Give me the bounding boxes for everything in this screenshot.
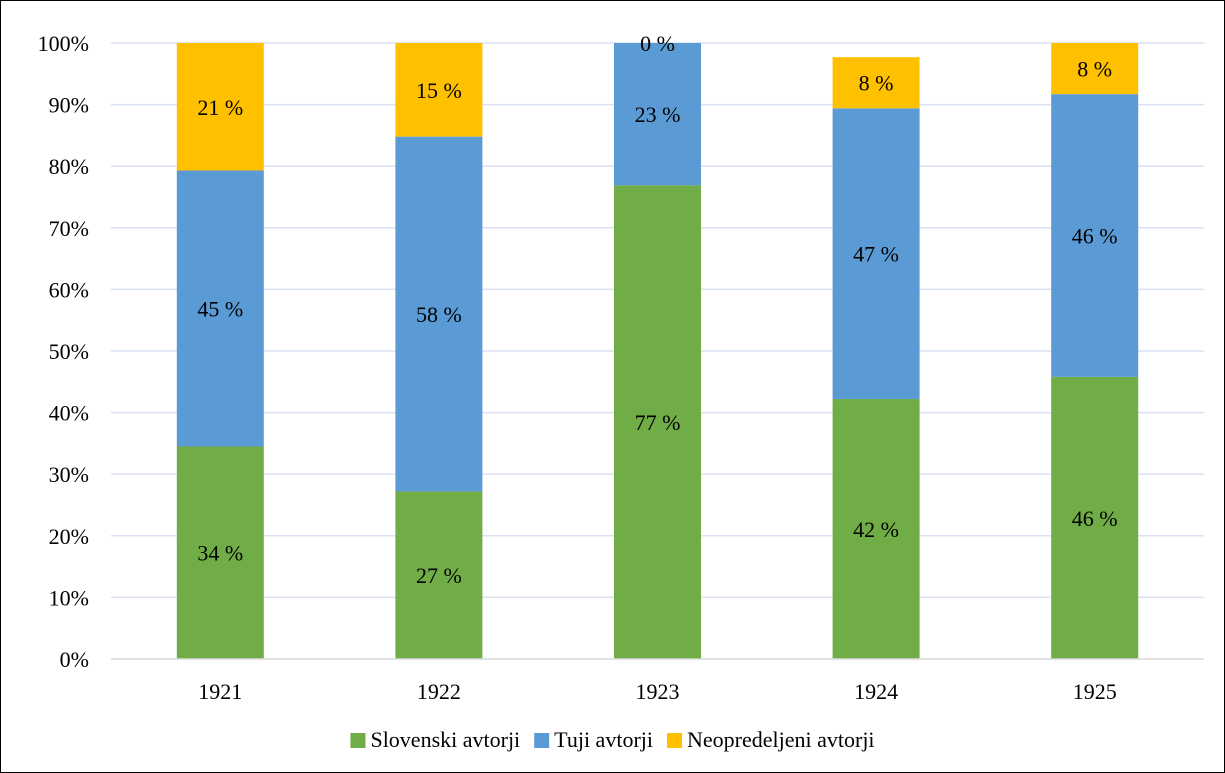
data-label-slovenski-avtorji-1922: 27 %: [416, 563, 462, 588]
x-axis: 1921 1922 1923 1924 1925: [111, 658, 1204, 704]
data-label-slovenski-avtorji-1921: 34 %: [197, 541, 243, 566]
x-tick-label-1925: 1925: [1073, 679, 1117, 704]
y-tick-label-70: 70%: [49, 216, 89, 241]
y-tick-label-60: 60%: [49, 277, 89, 302]
data-label-neopredeljeni-avtorji-1924: 8 %: [859, 71, 894, 96]
data-label-tuji-avtorji-1924: 47 %: [853, 242, 899, 267]
legend-swatch-slovenski-avtorji: [350, 733, 366, 748]
bar-slovenski-avtorji-1922: [395, 491, 483, 659]
bar-slovenski-avtorji-1924: [832, 399, 920, 659]
y-tick-label-30: 30%: [49, 462, 89, 487]
y-tick-label-40: 40%: [49, 401, 89, 426]
y-tick-label-10: 10%: [49, 585, 89, 610]
legend-swatch-tuji-avtorji: [534, 733, 550, 748]
y-tick-label-90: 90%: [49, 93, 89, 118]
bar-tuji-avtorji-1923: [614, 43, 701, 186]
x-tick-label-1923: 1923: [636, 679, 680, 704]
data-label-tuji-avtorji-1923: 23 %: [635, 102, 681, 127]
data-label-slovenski-avtorji-1925: 46 %: [1072, 506, 1118, 531]
bar-neopredeljeni-avtorji-1925: [1051, 43, 1139, 95]
legend-swatch-neopredeljeni-avtorji: [667, 733, 682, 748]
x-tick-label-1922: 1922: [417, 679, 461, 704]
bar-tuji-avtorji-1922: [395, 136, 483, 492]
data-label-slovenski-avtorji-1924: 42 %: [853, 517, 899, 542]
data-label-neopredeljeni-avtorji-1925: 8 %: [1077, 57, 1112, 82]
bar-slovenski-avtorji-1921: [176, 446, 264, 659]
data-label-neopredeljeni-avtorji-1922: 15 %: [416, 78, 462, 103]
bar-tuji-avtorji-1921: [176, 170, 264, 447]
bar-neopredeljeni-avtorji-1921: [176, 43, 264, 171]
data-label-neopredeljeni-avtorji-1921: 21 %: [197, 95, 243, 120]
y-tick-label-80: 80%: [49, 154, 89, 179]
bar-slovenski-avtorji-1925: [1051, 376, 1139, 659]
data-label-tuji-avtorji-1922: 58 %: [416, 302, 462, 327]
bar-tuji-avtorji-1925: [1051, 94, 1139, 377]
bar-tuji-avtorji-1924: [832, 108, 920, 400]
data-label-slovenski-avtorji-1923: 77 %: [635, 410, 681, 435]
bar-slovenski-avtorji-1923: [614, 185, 701, 659]
data-label-neopredeljeni-avtorji-1923: 0 %: [640, 31, 675, 56]
x-tick-label-1921: 1921: [198, 679, 242, 704]
bar-neopredeljeni-avtorji-1924: [832, 57, 920, 109]
legend-label-neopredeljeni-avtorji: Neopredeljeni avtorji: [687, 727, 875, 752]
y-tick-label-0: 0%: [60, 647, 89, 672]
y-tick-label-20: 20%: [49, 524, 89, 549]
y-tick-label-50: 50%: [49, 339, 89, 364]
data-label-tuji-avtorji-1925: 46 %: [1072, 224, 1118, 249]
legend: Slovenski avtorji Tuji avtorji Neopredelje…: [350, 727, 875, 752]
y-axis: 0% 10% 20% 30% 40% 50% 60% 70% 80% 90% 100%: [38, 31, 89, 672]
y-tick-label-100: 100%: [38, 31, 89, 56]
bars: 34 % 45 % 21 % 27 % 58 % 15 % 77 % 23 % 0 % 42 % 4…: [176, 31, 1139, 659]
legend-label-tuji-avtorji: Tuji avtorji: [554, 727, 653, 752]
x-tick-label-1924: 1924: [854, 679, 898, 704]
bar-neopredeljeni-avtorji-1922: [395, 43, 483, 137]
data-label-tuji-avtorji-1921: 45 %: [197, 296, 243, 321]
legend-label-slovenski-avtorji: Slovenski avtorji: [370, 727, 520, 752]
